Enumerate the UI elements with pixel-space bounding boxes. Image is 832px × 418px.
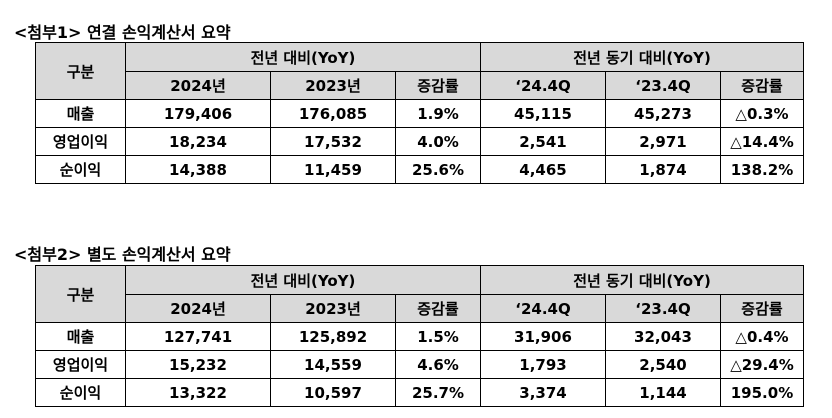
row-label: 매출 [35,322,126,351]
cell: 2,971 [605,127,721,156]
cell: △14.4% [720,127,804,156]
column-header: ‘24.4Q [480,71,606,100]
cell: 15,232 [125,350,271,379]
column-header: 증감률 [395,294,481,323]
cell: 4,465 [480,155,606,184]
group-header: 전년 대비(YoY) [125,42,481,72]
column-header: ‘23.4Q [605,294,721,323]
table-title: <첨부1> 연결 손익계산서 요약 [14,23,231,42]
header-row: 구분 전년 대비(YoY) 전년 동기 대비(YoY) [35,42,804,100]
cell: 10,597 [270,378,396,407]
group-header: 전년 동기 대비(YoY) [480,265,804,295]
column-header: 2024년 [125,71,271,100]
row-label: 매출 [35,99,126,128]
cell: 32,043 [605,322,721,351]
data-row: 매출 127,741 125,892 1.5% 31,906 32,043 △0.4% [35,322,804,351]
row-label: 영업이익 [35,350,126,379]
cell: 17,532 [270,127,396,156]
summary-table: 구분 전년 대비(YoY) 전년 동기 대비(YoY) 2024년 2023년 증감률 ‘2… [35,265,804,407]
cell: 127,741 [125,322,271,351]
cell: 4.6% [395,350,481,379]
header-cell: 구분 [35,42,126,100]
row-label: 영업이익 [35,127,126,156]
group-header: 전년 대비(YoY) [125,265,481,295]
data-row: 영업이익 15,232 14,559 4.6% 1,793 2,540 △29.4% [35,350,804,379]
header-row: 2024년 2023년 증감률 ‘24.4Q ‘23.4Q 증감률 [36,294,804,323]
cell: 195.0% [720,378,804,407]
cell: 4.0% [395,127,481,156]
column-header: 증감률 [720,294,804,323]
cell: 13,322 [125,378,271,407]
cell: 11,459 [270,155,396,184]
column-header: 2023년 [270,71,396,100]
cell: 3,374 [480,378,606,407]
column-header: 2024년 [125,294,271,323]
column-header: 2023년 [270,294,396,323]
cell: 176,085 [270,99,396,128]
group-header: 전년 동기 대비(YoY) [480,42,804,72]
data-row: 매출 179,406 176,085 1.9% 45,115 45,273 △0.3% [35,99,804,128]
cell: 14,388 [125,155,271,184]
cell: 18,234 [125,127,271,156]
data-row: 영업이익 18,234 17,532 4.0% 2,541 2,971 △14.4% [35,127,804,156]
cell: 179,406 [125,99,271,128]
cell: 25.6% [395,155,481,184]
cell: 1.9% [395,99,481,128]
row-label: 순이익 [35,155,126,184]
row-label: 순이익 [35,378,126,407]
data-row: 순이익 13,322 10,597 25.7% 3,374 1,144 195.0% [35,378,804,407]
column-header: 증감률 [720,71,804,100]
data-row: 순이익 14,388 11,459 25.6% 4,465 1,874 138.2% [35,155,804,184]
cell: 2,541 [480,127,606,156]
cell: △0.4% [720,322,804,351]
cell: 45,115 [480,99,606,128]
header-row: 구분 전년 대비(YoY) 전년 동기 대비(YoY) [35,265,804,323]
table-title: <첨부2> 별도 손익계산서 요약 [14,245,231,264]
cell: 138.2% [720,155,804,184]
cell: △29.4% [720,350,804,379]
cell: 1,144 [605,378,721,407]
column-header: ‘23.4Q [605,71,721,100]
header-cell: 구분 [35,265,126,323]
cell: 1,793 [480,350,606,379]
cell: 125,892 [270,322,396,351]
cell: 1.5% [395,322,481,351]
header-row: 2024년 2023년 증감률 ‘24.4Q ‘23.4Q 증감률 [36,71,804,100]
column-header: ‘24.4Q [480,294,606,323]
cell: 2,540 [605,350,721,379]
column-header: 증감률 [395,71,481,100]
cell: 25.7% [395,378,481,407]
summary-table: 구분 전년 대비(YoY) 전년 동기 대비(YoY) 2024년 2023년 증감률 ‘2… [35,42,804,184]
cell: 45,273 [605,99,721,128]
cell: 14,559 [270,350,396,379]
cell: 1,874 [605,155,721,184]
cell: △0.3% [720,99,804,128]
cell: 31,906 [480,322,606,351]
